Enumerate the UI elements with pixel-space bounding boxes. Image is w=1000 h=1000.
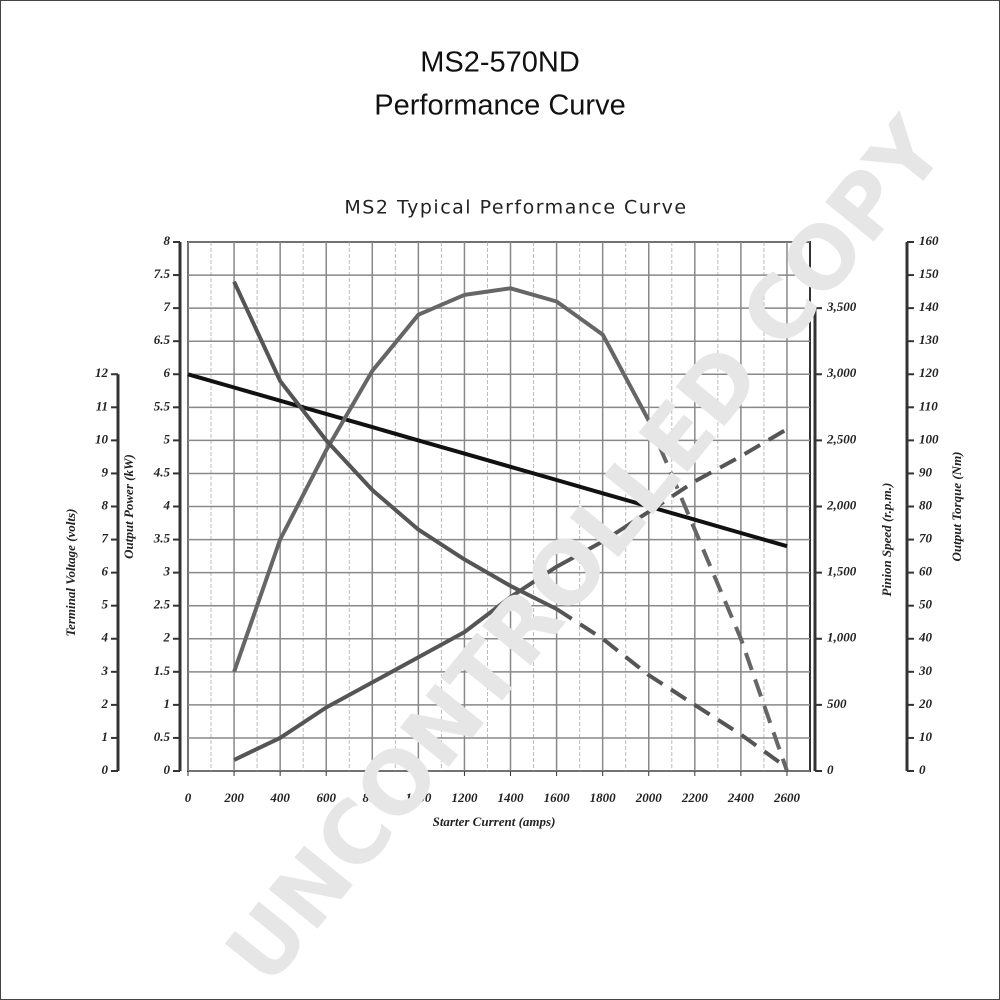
y-axis-label: Output Torque (Nm) [949,451,964,561]
y-tick-label: 3 [101,663,109,678]
y-tick-label: 90 [919,464,933,479]
y-tick-label: 2 [163,630,171,645]
series-line-dashed [555,607,789,770]
y-tick-label: 1,000 [827,630,857,645]
x-tick-label: 1800 [590,790,617,805]
y-tick-label: 60 [919,564,933,579]
x-tick-label: 400 [269,790,290,805]
y-tick-label: 0 [827,762,834,777]
series-line-dashed [646,419,789,772]
y-tick-label: 140 [919,299,939,314]
x-tick-label: 1200 [451,790,478,805]
y-tick-label: 0 [919,762,926,777]
y-tick-label: 8 [164,233,171,248]
y-tick-label: 150 [919,266,939,281]
y-tick-label: 5 [164,431,171,446]
y-tick-label: 4.5 [153,464,171,479]
y-tick-label: 4 [101,630,109,645]
y-tick-label: 3,500 [826,299,857,314]
y-tick-label: 160 [919,233,939,248]
y-tick-label: 7 [164,299,171,314]
y-tick-label: 130 [919,332,939,347]
x-tick-label: 2400 [727,790,755,805]
chart-title: MS2 Typical Performance Curve [344,197,687,219]
series-line [232,280,558,611]
y-axis-label: Terminal Voltage (volts) [63,509,78,637]
x-tick-label: 200 [223,790,244,805]
y-tick-label: 5.5 [154,398,171,413]
y-tick-label: 2,000 [826,497,857,512]
x-tick-label: 2200 [681,790,709,805]
y-tick-label: 0 [164,762,171,777]
y-tick-label: 1 [102,729,109,744]
y-tick-label: 1 [164,696,171,711]
x-tick-label: 800 [363,790,383,805]
y-tick-label: 1.5 [154,663,171,678]
title: MS2-570ND [420,47,580,79]
y-tick-label: 30 [918,663,933,678]
x-axis-label: Starter Current (amps) [433,814,556,829]
y-tick-label: 1,500 [827,564,857,579]
y-axis-label: Pinion Speed (r.p.m.) [879,483,894,597]
series-line [232,286,651,673]
x-tick-label: 1600 [544,790,571,805]
y-tick-label: 9 [102,464,109,479]
y-tick-label: 50 [919,597,933,612]
series-line [187,372,788,549]
y-tick-label: 2,500 [826,431,857,446]
x-tick-label: 2600 [773,790,801,805]
y-tick-label: 2.5 [153,597,171,612]
y-tick-label: 7 [102,531,109,546]
series-line [233,510,650,762]
x-tick-label: 1000 [405,790,432,805]
plot: 0 200 400 600 800 1000 1200 1400 1600 1800 2000 220… [63,233,964,805]
y-tick-label: 3,000 [826,365,857,380]
x-tick-label: 2000 [635,790,663,805]
y-tick-label: 500 [827,696,847,711]
subtitle: Performance Curve [374,90,625,122]
x-tick-label: 0 [185,790,192,805]
y-tick-label: 70 [919,531,933,546]
y-tick-label: 110 [919,398,938,413]
y-tick-label: 0.5 [154,729,171,744]
y-tick-label: 6.5 [154,332,171,347]
y-tick-label: 7.5 [154,266,171,281]
y-tick-label: 11 [96,398,108,413]
y-tick-label: 5 [102,597,109,612]
y-tick-label: 6 [102,564,109,579]
y-axis-label: Output Power (kW) [121,454,136,559]
x-tick-label: 600 [316,790,336,805]
y-tick-label: 3 [163,564,171,579]
y-tick-label: 2 [101,696,109,711]
y-tick-label: 6 [164,365,171,380]
y-tick-label: 12 [95,365,109,380]
y-tick-label: 4 [163,497,171,512]
y-tick-label: 10 [919,729,933,744]
y-tick-label: 3.5 [153,531,171,546]
y-tick-label: 0 [102,762,109,777]
x-tick-label: 1400 [498,790,525,805]
y-tick-label: 40 [918,630,933,645]
y-tick-label: 8 [102,497,109,512]
y-tick-label: 20 [918,696,933,711]
y-tick-label: 10 [95,431,109,446]
y-tick-label: 120 [919,365,939,380]
y-tick-label: 80 [919,497,933,512]
y-tick-label: 100 [919,431,939,446]
